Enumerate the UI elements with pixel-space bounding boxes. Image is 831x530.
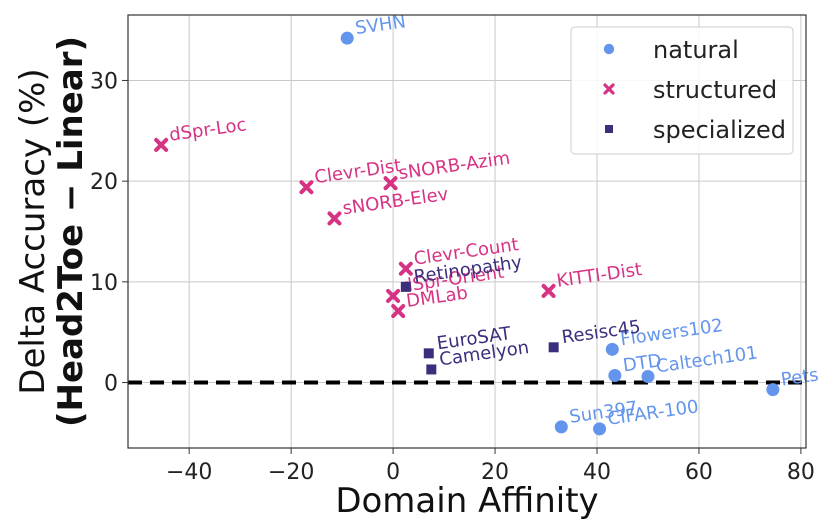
legend: natural structured specialized [570, 26, 794, 155]
point-label-snorb-azim: sNORB-Azim [397, 148, 511, 184]
point-flowers102 [605, 342, 619, 356]
point-dmlab [391, 304, 406, 319]
point-pets [766, 383, 780, 397]
point-label-pets: Pets [780, 364, 820, 390]
point-label-kitti-dist: KITTI-Dist [555, 259, 643, 292]
point-snorb-elev [327, 211, 342, 226]
point-retinopathy [400, 281, 411, 292]
legend-item-structured: structured [603, 76, 777, 104]
legend-marker-specialized [605, 125, 613, 133]
legend-label-structured: structured [653, 76, 777, 104]
point-kitti-dist [541, 283, 556, 298]
legend-label-natural: natural [653, 36, 739, 64]
marker-layer [154, 31, 780, 436]
x-tick-label: 80 [787, 460, 815, 485]
point-dspr-loc [154, 137, 169, 152]
legend-marker-structured [603, 83, 615, 95]
point-cifar-100 [593, 422, 607, 436]
y-tick-label: 20 [90, 170, 118, 195]
y-tick-label: 30 [90, 69, 118, 94]
point-camelyon [426, 364, 437, 375]
point-clevr-count [398, 261, 413, 276]
point-sun397 [554, 420, 568, 434]
y-axis-title-line1: Delta Accuracy (%) [13, 68, 53, 394]
x-tick-label: −40 [166, 460, 212, 485]
point-label-dspr-loc: dSpr-Loc [168, 114, 248, 146]
legend-item-specialized: specialized [605, 116, 786, 144]
point-clevr-dist [299, 180, 314, 195]
point-dtd [608, 368, 622, 382]
point-resisc45 [548, 342, 559, 353]
legend-marker-natural [603, 43, 615, 55]
tick-layer: −40 −20 0 20 40 60 80 0 10 20 30 [90, 69, 815, 485]
y-tick-label: 0 [104, 372, 118, 397]
legend-item-natural: natural [603, 36, 739, 64]
x-tick-label: 20 [481, 460, 509, 485]
point-dspr-orient [386, 288, 401, 303]
x-tick-label: 60 [685, 460, 713, 485]
point-svhn [340, 31, 354, 45]
x-tick-label: 40 [583, 460, 611, 485]
y-tick-label: 10 [90, 271, 118, 296]
y-axis-title-line2: (Head2Toe − Linear) [51, 36, 91, 427]
plot-frame [127, 14, 807, 449]
legend-box [570, 26, 794, 155]
x-tick-label: −20 [268, 460, 314, 485]
x-tick-label: 0 [386, 460, 400, 485]
x-axis-title: Domain Affinity [335, 481, 598, 521]
point-caltech101 [641, 370, 655, 384]
point-snorb-azim [383, 176, 398, 191]
legend-label-specialized: specialized [653, 116, 786, 144]
point-eurosat [423, 348, 434, 359]
point-label-caltech101: Caltech101 [655, 342, 759, 377]
